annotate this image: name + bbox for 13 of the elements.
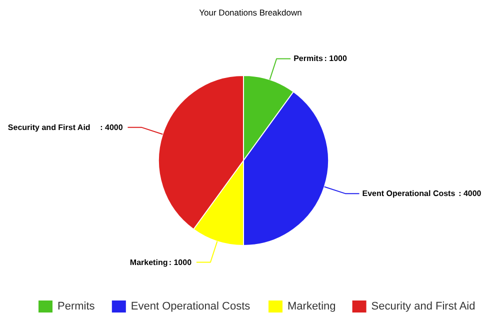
legend-label: Event Operational Costs	[130, 300, 251, 312]
data-label: : 1000	[324, 54, 348, 64]
slice-label: Marketing	[130, 258, 168, 267]
legend-label: Permits	[58, 300, 96, 312]
data-label: : 4000	[100, 122, 124, 132]
legend-label: Security and First Aid	[371, 300, 476, 312]
slice-label: Security and First Aid	[8, 122, 90, 132]
data-label: : 4000	[458, 189, 482, 198]
slice-label: Event Operational Costs	[362, 189, 456, 198]
legend-label: Marketing	[288, 300, 336, 312]
data-label: : 1000	[168, 258, 192, 267]
chart-title: Your Donations Breakdown	[199, 8, 302, 18]
slice-label: Permits	[294, 54, 324, 64]
